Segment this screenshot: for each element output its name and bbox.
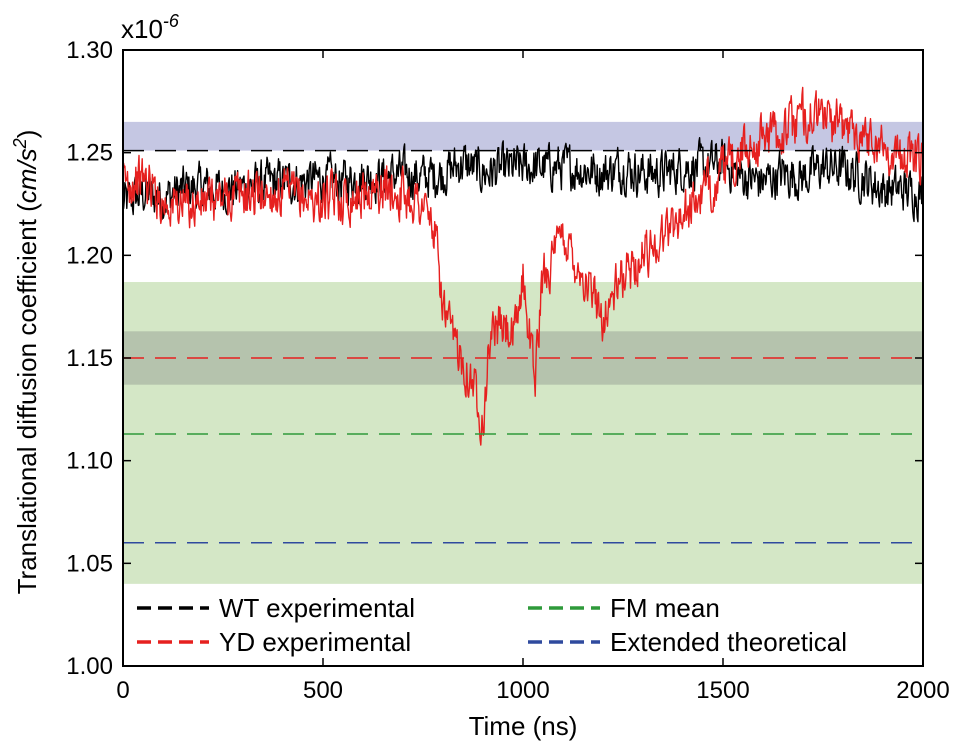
legend-label-extended-theoretical: Extended theoretical — [610, 627, 847, 657]
x-axis-label: Time (ns) — [469, 711, 578, 741]
y-label-exponent: 2 — [10, 138, 30, 149]
y-tick-label: 1.20 — [66, 242, 113, 269]
legend-label-yd-experimental: YD experimental — [219, 627, 411, 657]
reference-lines — [123, 149, 923, 544]
legend: WT experimental YD experimental FM mean Ext… — [137, 593, 847, 657]
y-multiplier-base: x10 — [121, 14, 163, 44]
y-tick-label: 1.05 — [66, 550, 113, 577]
axis-ticks: 0 500 1000 1500 2000 1.00 1.05 1.10 1.15 1.20 1.25… — [66, 37, 949, 704]
y-multiplier-exponent: -6 — [163, 11, 180, 31]
y-label-unit: cm/s — [12, 148, 42, 203]
legend-label-fm-mean: FM mean — [610, 593, 720, 623]
y-label-prefix: Translational diffusion coefficient ( — [12, 203, 42, 595]
x-tick-label: 0 — [116, 677, 129, 704]
x-tick-label: 1500 — [696, 677, 749, 704]
y-tick-label: 1.00 — [66, 653, 113, 680]
y-axis-label: Translational diffusion coefficient (cm/… — [10, 130, 42, 595]
series-layer — [122, 86, 924, 446]
x-tick-label: 500 — [303, 677, 343, 704]
y-tick-label: 1.10 — [66, 448, 113, 475]
y-multiplier: x10-6 — [121, 11, 180, 44]
x-tick-label: 2000 — [896, 677, 949, 704]
series-yd-experimental — [122, 86, 924, 446]
band-0 — [123, 282, 923, 584]
y-label-suffix: ) — [12, 130, 42, 139]
x-tick-label: 1000 — [496, 677, 549, 704]
y-tick-label: 1.15 — [66, 345, 113, 372]
legend-label-wt-experimental: WT experimental — [219, 593, 415, 623]
band-2 — [123, 121, 923, 151]
y-tick-label: 1.30 — [66, 37, 113, 64]
y-tick-label: 1.25 — [66, 140, 113, 167]
